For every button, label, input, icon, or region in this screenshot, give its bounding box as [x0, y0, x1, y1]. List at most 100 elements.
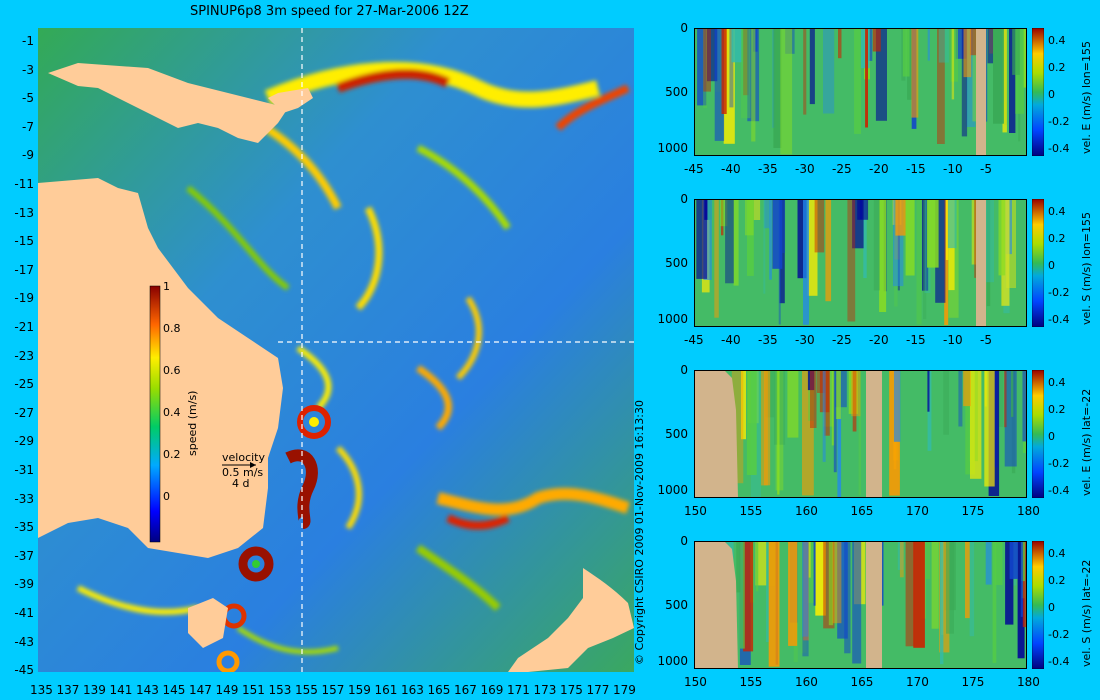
panel-stripe	[902, 28, 910, 77]
panel-stripe	[905, 541, 915, 647]
panel-xtick: -10	[943, 333, 963, 347]
speed-colorbar	[149, 285, 161, 543]
panel-stripe	[1001, 199, 1010, 306]
panel-xtick: 150	[684, 504, 707, 518]
panel-xtick: -20	[869, 162, 889, 176]
map-ytick: -11	[14, 177, 34, 191]
tasmania	[188, 598, 228, 648]
map-ytick: -5	[22, 91, 34, 106]
panel-stripe	[1002, 28, 1007, 133]
panel-ytick: 0	[680, 363, 688, 377]
panel-colorbar-tick: 0	[1048, 601, 1055, 614]
panel-stripe	[780, 28, 793, 155]
section-panel[interactable]	[694, 199, 1027, 327]
panel-stripe	[1012, 28, 1020, 75]
panel-stripe	[847, 199, 856, 322]
panel-stripe	[879, 199, 887, 312]
panel-stripe	[831, 370, 835, 446]
panel-land	[694, 541, 738, 669]
panel-stripe	[852, 370, 857, 432]
velocity-key-label: velocity	[222, 451, 265, 464]
panel-stripe	[810, 370, 817, 428]
panel-stripe	[858, 370, 861, 496]
map-xtick: 173	[533, 683, 557, 697]
panel-stripe	[969, 28, 982, 56]
panel-stripe	[743, 541, 754, 652]
panel-land	[866, 541, 882, 669]
panel-stripe	[963, 370, 971, 407]
panel-stripe	[1011, 370, 1014, 417]
panel-stripe	[837, 541, 848, 639]
panel-stripe	[935, 199, 946, 303]
panel-stripe	[863, 199, 867, 278]
map-xtick: 175	[560, 683, 583, 697]
map-xtick: 151	[242, 683, 265, 697]
panel-stripe	[720, 199, 728, 227]
panel-label: vel. E (m/s) lon=155	[1080, 41, 1093, 154]
panel-stripe	[940, 541, 944, 665]
map-ytick: -9	[22, 148, 34, 163]
panel-stripe	[987, 28, 994, 64]
panel-stripe	[1022, 541, 1027, 628]
panel-ytick: 500	[665, 427, 688, 441]
map-xtick: 159	[348, 683, 371, 697]
map-ytick: -41	[14, 606, 34, 620]
map-ytick: -45	[14, 663, 34, 678]
panel-stripe	[931, 541, 939, 629]
panel-xtick: 165	[850, 675, 874, 689]
panel-xtick: 150	[684, 675, 707, 689]
panel-stripe	[802, 541, 809, 637]
section-panel[interactable]	[694, 28, 1027, 156]
speed-map[interactable]	[38, 28, 634, 672]
panel-stripe	[867, 28, 873, 61]
panel-stripe	[893, 370, 901, 442]
panel-stripe	[955, 28, 967, 59]
panel-stripe	[703, 28, 707, 109]
copyright-notice: © Copyright CSIRO 2009 01-Nov-2009 16:13…	[633, 400, 646, 665]
panel-colorbar	[1032, 370, 1044, 498]
panel-xtick: 175	[961, 504, 985, 518]
map-ytick: -29	[14, 434, 34, 449]
panel-xtick: -25	[832, 162, 852, 176]
panel-colorbar-tick: 0	[1048, 259, 1055, 272]
map-ytick: -19	[14, 291, 34, 306]
panel-stripe	[707, 199, 713, 220]
section-panel[interactable]	[694, 370, 1027, 498]
panel-stripe	[970, 370, 982, 479]
panel-stripe	[729, 28, 734, 108]
panel-stripe	[927, 370, 930, 412]
panel-colorbar-tick: -0.2	[1048, 115, 1070, 128]
map-xtick: 179	[613, 683, 636, 697]
map-xtick: 141	[109, 683, 133, 697]
panel-stripe	[731, 28, 742, 63]
panel-stripe	[946, 541, 954, 634]
panel-stripe	[696, 199, 708, 279]
panel-colorbar-tick: -0.2	[1048, 628, 1070, 641]
panel-stripe	[1004, 370, 1017, 467]
panel-stripe	[740, 541, 745, 649]
panel-label: vel. S (m/s) lon=155	[1080, 211, 1093, 325]
panel-stripe	[733, 199, 739, 286]
panel-colorbar-tick: 0.2	[1048, 232, 1066, 245]
panel-stripe	[736, 541, 741, 593]
map-ytick: -31	[14, 463, 34, 477]
panel-ytick: 1000	[657, 654, 688, 668]
panel-stripe	[1020, 541, 1023, 617]
map-land	[38, 63, 634, 672]
panel-stripe	[731, 370, 744, 484]
panel-stripe	[809, 28, 815, 105]
panel-ytick: 500	[665, 598, 688, 612]
map-xtick: 163	[401, 683, 424, 697]
panel-xtick: -40	[721, 162, 741, 176]
panel-stripe	[907, 28, 912, 100]
panel-stripe	[922, 199, 929, 291]
map-xtick: 145	[162, 683, 186, 697]
panel-stripe	[774, 370, 786, 445]
section-panel[interactable]	[694, 541, 1027, 669]
panel-stripe	[937, 28, 945, 144]
panel-stripe	[852, 199, 864, 249]
panel-stripe	[782, 199, 786, 253]
panel-border	[694, 370, 1027, 498]
panel-stripe	[897, 541, 904, 570]
map-ytick: -43	[14, 634, 34, 649]
